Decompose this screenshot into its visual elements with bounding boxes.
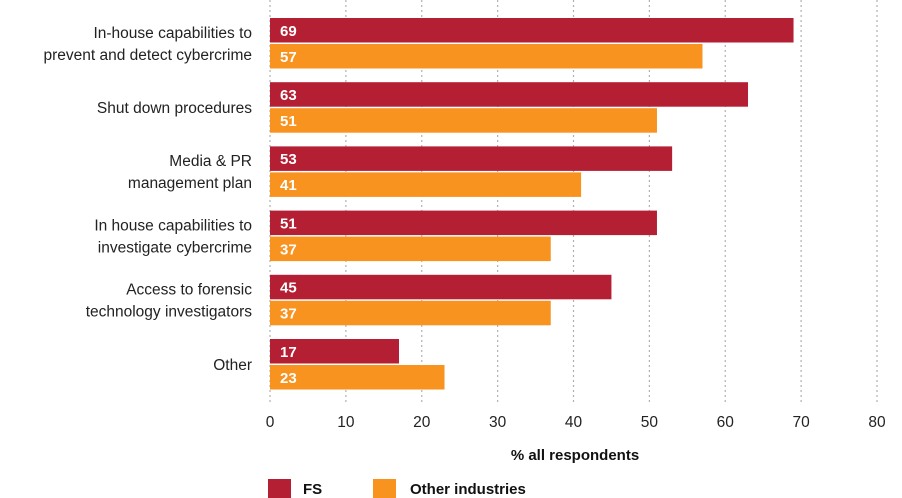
bar-fs — [270, 82, 749, 107]
bar-fs — [270, 210, 657, 236]
category-label: Shut down procedures — [97, 100, 252, 117]
x-tick-label: 60 — [717, 414, 735, 431]
category-label: Media & PR management plan — [128, 153, 252, 192]
bar-value-label: 57 — [280, 49, 297, 66]
x-tick-label: 10 — [337, 414, 355, 431]
bar-other-industries — [270, 365, 445, 390]
legend-label: FS — [303, 481, 322, 498]
x-tick-label: 40 — [565, 414, 583, 431]
legend-swatch-other-industries — [373, 479, 396, 498]
category-labels: In-house capabilities to prevent and dete… — [44, 25, 253, 374]
bar-value-label: 37 — [280, 241, 297, 258]
bar-value-label: 53 — [280, 151, 297, 168]
bar-fs — [270, 339, 399, 364]
bar-other-industries — [270, 44, 703, 69]
bar-other-industries — [270, 236, 551, 262]
x-tick-label: 20 — [413, 414, 431, 431]
x-tick-label: 0 — [266, 414, 275, 431]
bar-value-label: 17 — [280, 344, 297, 361]
bar-value-label: 51 — [280, 113, 297, 130]
bar-value-label: 45 — [280, 280, 297, 297]
bar-fs — [270, 18, 794, 43]
legend-swatch-fs — [268, 479, 291, 498]
x-tick-label: 50 — [641, 414, 659, 431]
bars: 69 57 63 51 53 41 51 37 45 37 17 23 — [270, 18, 794, 390]
bar-other-industries — [270, 300, 551, 326]
x-tick-label: 30 — [489, 414, 507, 431]
bar-other-industries — [270, 172, 582, 197]
x-tick-label: 80 — [868, 414, 886, 431]
bar-value-label: 41 — [280, 177, 297, 194]
category-label: In-house capabilities to prevent and dete… — [44, 25, 253, 64]
bar-value-label: 69 — [280, 23, 297, 40]
x-tick-label: 70 — [793, 414, 811, 431]
category-label: In house capabilities to investigate cybe… — [94, 217, 252, 256]
legend-label: Other industries — [410, 481, 526, 498]
bar-value-label: 23 — [280, 370, 297, 387]
x-tick-labels: 0 10 20 30 40 50 60 70 80 — [266, 414, 886, 431]
bar-fs — [270, 146, 673, 171]
bar-value-label: 37 — [280, 306, 297, 323]
bar-value-label: 51 — [280, 215, 297, 232]
bar-other-industries — [270, 108, 657, 133]
x-axis-title: % all respondents — [511, 447, 639, 464]
bar-value-label: 63 — [280, 87, 297, 104]
category-label: Other — [213, 357, 252, 374]
bar-fs — [270, 274, 612, 300]
category-label: Access to forensic technology investigato… — [86, 282, 253, 321]
legend: FS Other industries — [268, 479, 526, 498]
